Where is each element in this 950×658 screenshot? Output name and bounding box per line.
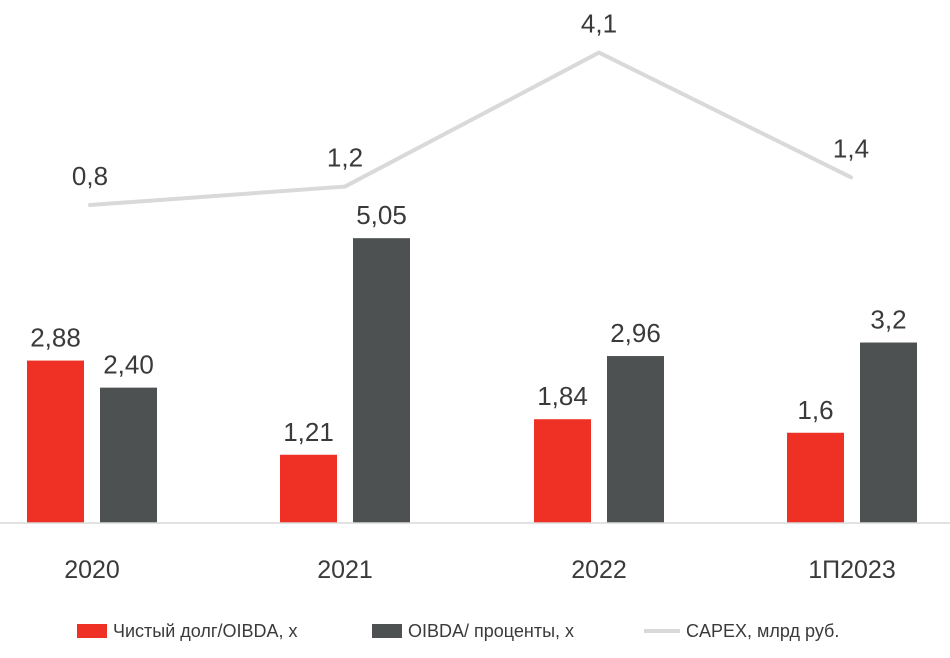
legend: Чистый долг/OIBDA, х OIBDA/ проценты, х CA… bbox=[77, 621, 839, 641]
category-label: 1П2023 bbox=[808, 556, 896, 584]
bars-layer bbox=[27, 238, 917, 523]
bar-net-debt-oibda-2 bbox=[534, 419, 591, 523]
category-label: 2020 bbox=[64, 556, 120, 584]
legend-label: CAPEX, млрд руб. bbox=[686, 621, 839, 641]
bar-value-label: 3,2 bbox=[870, 305, 906, 335]
category-label: 2022 bbox=[571, 556, 627, 584]
bar-value-label: 1,21 bbox=[283, 417, 334, 447]
legend-swatch bbox=[77, 624, 107, 638]
capex-value-label: 1,4 bbox=[833, 133, 869, 163]
capex-line bbox=[88, 50, 853, 208]
bar-net-debt-oibda-3 bbox=[787, 432, 844, 523]
bar-oibda-interest-2 bbox=[607, 356, 664, 523]
legend-label: OIBDA/ проценты, х bbox=[408, 621, 574, 641]
capex-line-layer bbox=[88, 50, 853, 208]
bar-oibda-interest-1 bbox=[353, 238, 410, 523]
bar-value-label: 2,40 bbox=[103, 350, 154, 380]
bar-oibda-interest-3 bbox=[860, 342, 917, 523]
bar-value-label: 2,96 bbox=[610, 318, 661, 348]
category-labels-layer: 2020 2021 2022 1П2023 bbox=[64, 556, 896, 584]
bar-value-label: 5,05 bbox=[356, 200, 407, 230]
capex-value-label: 4,1 bbox=[581, 9, 617, 39]
legend-swatch bbox=[372, 624, 402, 638]
bar-oibda-interest-0 bbox=[100, 387, 157, 523]
bar-value-label: 1,84 bbox=[537, 381, 588, 411]
capex-value-label: 0,8 bbox=[72, 161, 108, 191]
bar-value-label: 1,6 bbox=[797, 395, 833, 425]
category-label: 2021 bbox=[317, 556, 373, 584]
capex-value-label: 1,2 bbox=[327, 143, 363, 173]
legend-label: Чистый долг/OIBDA, х bbox=[113, 621, 298, 641]
data-labels-layer: 2,88 2,40 1,21 5,05 1,84 2,96 1,6 3,2 0,8 1,2 4,1 1… bbox=[30, 9, 906, 447]
bar-net-debt-oibda-0 bbox=[27, 360, 84, 523]
bar-value-label: 2,88 bbox=[30, 323, 81, 353]
bar-net-debt-oibda-1 bbox=[280, 454, 337, 523]
